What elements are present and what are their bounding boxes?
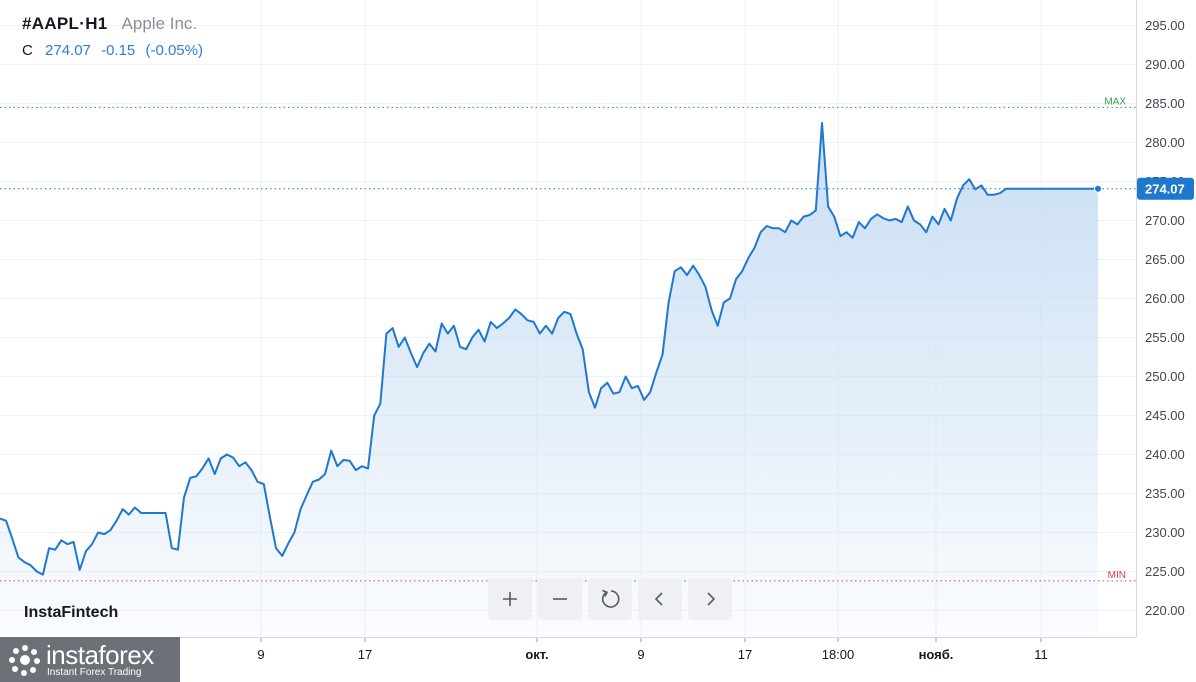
symbol-label: #AAPL: [22, 14, 80, 33]
zoom-out-button[interactable]: [538, 578, 582, 620]
brand-watermark: InstaFintech: [24, 604, 119, 621]
x-tick-label: нояб.: [919, 647, 954, 662]
x-tick-label: окт.: [525, 647, 548, 662]
x-tick-label: 9: [257, 647, 264, 662]
x-tick-label: 18:00: [822, 647, 855, 662]
minus-icon: [553, 598, 567, 600]
plus-icon: [503, 592, 517, 606]
reset-button[interactable]: [588, 578, 632, 620]
company-name: Apple Inc.: [121, 14, 198, 33]
y-tick-label: 280.00: [1145, 135, 1185, 150]
zoom-in-button[interactable]: [488, 578, 532, 620]
logo-name: instaforex: [46, 640, 154, 670]
symbol-separator: ·: [79, 14, 86, 33]
change-percent: (-0.05%): [145, 42, 203, 59]
x-tick-label: 17: [358, 647, 372, 662]
y-tick-label: 225.00: [1145, 564, 1185, 579]
logo-tagline: Instant Forex Trading: [47, 667, 142, 678]
y-tick-label: 260.00: [1145, 291, 1185, 306]
y-tick-label: 235.00: [1145, 486, 1185, 501]
x-tick-label: 9: [637, 647, 644, 662]
y-tick-label: 290.00: [1145, 57, 1185, 72]
y-tick-label: 245.00: [1145, 408, 1185, 423]
x-tick-label: 11: [1034, 647, 1048, 662]
y-tick-label: 250.00: [1145, 369, 1185, 384]
price-line: [0, 122, 1098, 576]
chevron-left-icon: [654, 592, 663, 606]
timeframe-label: H1: [85, 14, 108, 33]
current-price-label: 274.07: [1145, 181, 1185, 196]
y-tick-label: 220.00: [1145, 603, 1185, 618]
x-tick-label: 17: [738, 647, 752, 662]
min-label: MIN: [1108, 570, 1126, 581]
y-tick-label: 230.00: [1145, 525, 1185, 540]
chevron-right-icon: [707, 592, 716, 606]
close-label: C: [22, 42, 33, 59]
reset-icon: [601, 589, 620, 608]
y-tick-label: 265.00: [1145, 252, 1185, 267]
price-area: [0, 123, 1098, 637]
chart-legend: #AAPL·H1 Apple Inc. C 274.07 -0.15 (-0.05…: [22, 12, 209, 66]
close-value: 274.07: [45, 42, 91, 59]
current-price-tag: [1137, 177, 1194, 200]
y-tick-label: 270.00: [1145, 213, 1185, 228]
y-tick-label: 285.00: [1145, 96, 1185, 111]
change-value: -0.15: [101, 42, 136, 59]
y-tick-label: 255.00: [1145, 330, 1185, 345]
max-label: MAX: [1104, 96, 1126, 107]
y-tick-label: 240.00: [1145, 447, 1185, 462]
chart-toolbar: [488, 578, 732, 620]
instaforex-logo: instaforex Instant Forex Trading: [0, 637, 180, 682]
instaforex-mark-icon: [9, 645, 40, 676]
y-tick-label: 295.00: [1145, 18, 1185, 33]
scroll-left-button[interactable]: [638, 578, 682, 620]
last-price-dot: [1094, 184, 1102, 193]
scroll-right-button[interactable]: [688, 578, 732, 620]
